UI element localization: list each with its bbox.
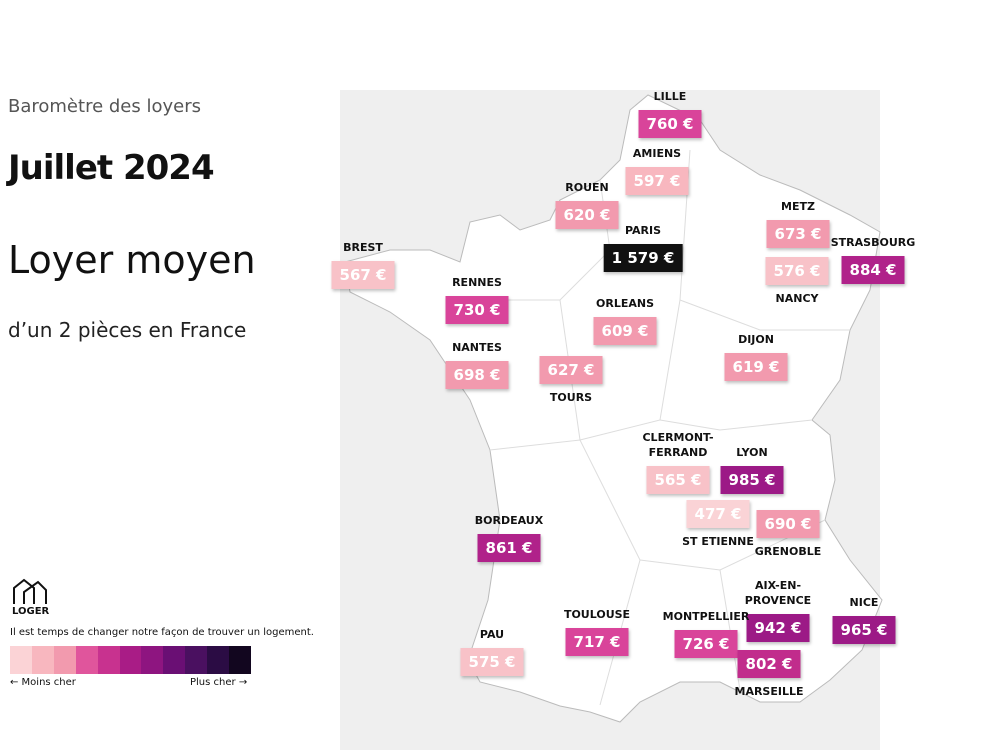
city-name: LILLE (653, 90, 687, 103)
price-tag: 619 € (724, 353, 788, 381)
city-name: CLERMONT-FERRAND (642, 431, 714, 459)
price-tag: 985 € (720, 466, 784, 494)
price-tag: 884 € (841, 256, 905, 284)
price-tag: 802 € (737, 650, 801, 678)
color-scale (10, 646, 251, 674)
price-tag: 942 € (746, 614, 810, 642)
city-name: MONTPELLIER (662, 610, 750, 623)
scale-swatch (75, 646, 98, 674)
price-tag: 565 € (646, 466, 710, 494)
city-name: ORLEANS (596, 297, 654, 310)
city-name: NICE (849, 596, 879, 609)
city-name: BREST (343, 241, 383, 254)
scale-swatch (207, 646, 230, 674)
city-name: PAU (479, 628, 505, 641)
price-tag: 576 € (765, 257, 829, 285)
city-name: STRASBOURG (830, 236, 916, 249)
price-tag: 760 € (638, 110, 702, 138)
city-name: ST ETIENNE (682, 535, 754, 548)
scale-swatch (229, 646, 251, 674)
city-name: METZ (781, 200, 815, 213)
scale-swatch (97, 646, 120, 674)
scale-swatch (53, 646, 76, 674)
subtitle: Loyer moyen (8, 238, 256, 282)
scale-swatch (10, 646, 32, 674)
city-name: PARIS (624, 224, 662, 237)
city-name: LYON (736, 446, 768, 459)
city-name: GRENOBLE (754, 545, 822, 558)
city-name: AIX-EN-PROVENCE (744, 579, 812, 607)
price-tag: 698 € (445, 361, 509, 389)
city-name: AMIENS (632, 147, 682, 160)
city-name: TOURS (549, 391, 593, 404)
description: d’un 2 pièces en France (8, 318, 247, 342)
city-name: RENNES (452, 276, 502, 289)
city-name: NANCY (775, 292, 819, 305)
price-tag: 567 € (331, 261, 395, 289)
legend-high: Plus cher → (190, 677, 248, 688)
legend-low: ← Moins cher (10, 677, 76, 688)
price-tag: 717 € (565, 628, 629, 656)
france-outline (344, 94, 883, 723)
price-tag: 477 € (686, 500, 750, 528)
city-name: TOULOUSE (563, 608, 631, 621)
price-tag: 690 € (756, 510, 820, 538)
tagline: Il est temps de changer notre façon de t… (10, 627, 314, 638)
scale-swatch (119, 646, 142, 674)
scale-swatch (163, 646, 186, 674)
title: Juillet 2024 (8, 148, 215, 188)
kicker: Baromètre des loyers (8, 96, 201, 117)
city-name: NANTES (452, 341, 502, 354)
price-tag: 965 € (832, 616, 896, 644)
brand-name: LOGER (12, 606, 50, 617)
city-name: DIJON (738, 333, 774, 346)
city-name: ROUEN (565, 181, 609, 194)
price-tag: 726 € (674, 630, 738, 658)
city-name: MARSEILLE (734, 685, 804, 698)
city-name: BORDEAUX (474, 514, 544, 527)
scale-swatch (141, 646, 164, 674)
price-tag: 575 € (460, 648, 524, 676)
scale-swatch (185, 646, 208, 674)
scale-swatch (31, 646, 54, 674)
price-tag: 730 € (445, 296, 509, 324)
price-tag: 627 € (539, 356, 603, 384)
logo (13, 578, 47, 604)
price-tag: 673 € (766, 220, 830, 248)
price-tag: 861 € (477, 534, 541, 562)
price-tag: 620 € (555, 201, 619, 229)
price-tag: 597 € (625, 167, 689, 195)
price-tag: 1 579 € (603, 244, 683, 272)
price-tag: 609 € (593, 317, 657, 345)
